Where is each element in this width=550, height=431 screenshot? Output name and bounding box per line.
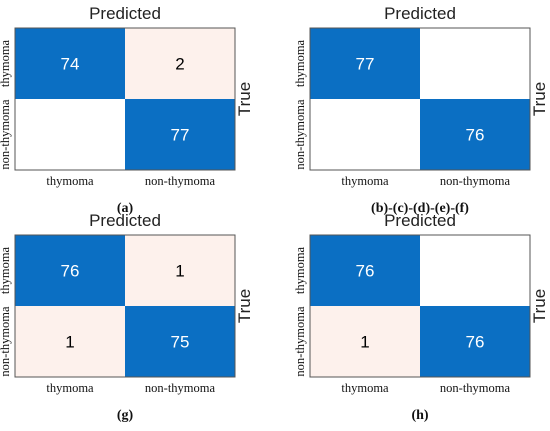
- cell-value-label: 76: [61, 262, 80, 281]
- matrix-border: [309, 234, 531, 378]
- true-label: True: [235, 82, 254, 116]
- panel-caption: (b)-(c)-(d)-(e)-(f): [371, 201, 469, 216]
- matrix-cell: [125, 235, 235, 306]
- x-tick-label: thymoma: [341, 381, 389, 395]
- matrix-cell: [125, 28, 235, 99]
- y-tick-label: non-thymoma: [293, 306, 307, 377]
- cell-value-label: 76: [356, 262, 375, 281]
- x-tick-label: non-thymoma: [145, 174, 216, 188]
- cell-value-label: 2: [175, 55, 184, 74]
- true-label: True: [530, 82, 549, 116]
- matrix-cell: [420, 235, 530, 306]
- predicted-label: Predicted: [384, 211, 456, 230]
- panel-caption: (a): [117, 201, 134, 216]
- y-tick-label: thymoma: [293, 39, 307, 87]
- predicted-label: Predicted: [384, 4, 456, 23]
- y-tick-label: non-thymoma: [0, 99, 12, 170]
- panel-caption: (h): [411, 408, 428, 423]
- cell-value-label: 1: [175, 262, 184, 281]
- cell-value-label: 74: [61, 55, 80, 74]
- predicted-label: Predicted: [89, 211, 161, 230]
- cell-value-label: 77: [356, 55, 375, 74]
- y-tick-label: thymoma: [293, 246, 307, 294]
- cell-value-label: 76: [466, 126, 485, 145]
- panel-1: 74 2 77 Predicted True thymoma non-thymoma thym…: [0, 4, 254, 216]
- matrix-cell: [420, 99, 530, 170]
- cell-value-label: 76: [466, 333, 485, 352]
- y-tick-label: non-thymoma: [293, 99, 307, 170]
- y-tick-label: thymoma: [0, 39, 12, 87]
- matrix-cell: [310, 235, 420, 306]
- cell-value-label: 77: [171, 126, 190, 145]
- matrix-cell: [420, 28, 530, 99]
- matrix-border: [14, 234, 236, 378]
- x-tick-label: thymoma: [46, 381, 94, 395]
- matrix-cell: [125, 99, 235, 170]
- matrix-cell: [15, 99, 125, 170]
- true-label: True: [530, 289, 549, 323]
- x-tick-label: thymoma: [341, 174, 389, 188]
- matrix-border: [14, 27, 236, 171]
- matrix-cell: [15, 306, 125, 377]
- y-tick-label: non-thymoma: [0, 306, 12, 377]
- x-tick-label: non-thymoma: [440, 174, 511, 188]
- matrix-cell: [310, 99, 420, 170]
- matrix-cell: [420, 306, 530, 377]
- matrix-border: [309, 27, 531, 171]
- x-tick-label: thymoma: [46, 174, 94, 188]
- panel-2: 77 76 Predicted True thymoma non-thymoma thymo…: [293, 4, 549, 216]
- cell-value-label: 1: [360, 333, 369, 352]
- panel-3: 76 1 1 75 Predicted True thymoma non-thymoma thy…: [0, 211, 254, 423]
- true-label: True: [235, 289, 254, 323]
- cell-value-label: 1: [65, 333, 74, 352]
- matrix-cell: [310, 306, 420, 377]
- panel-4: 76 1 76 Predicted True thymoma non-thymoma thym…: [293, 211, 549, 423]
- y-tick-label: thymoma: [0, 246, 12, 294]
- matrix-cell: [15, 28, 125, 99]
- panel-caption: (g): [117, 408, 134, 423]
- x-tick-label: non-thymoma: [145, 381, 216, 395]
- x-tick-label: non-thymoma: [440, 381, 511, 395]
- matrix-cell: [15, 235, 125, 306]
- matrix-cell: [310, 28, 420, 99]
- matrix-cell: [125, 306, 235, 377]
- predicted-label: Predicted: [89, 4, 161, 23]
- cell-value-label: 75: [171, 333, 190, 352]
